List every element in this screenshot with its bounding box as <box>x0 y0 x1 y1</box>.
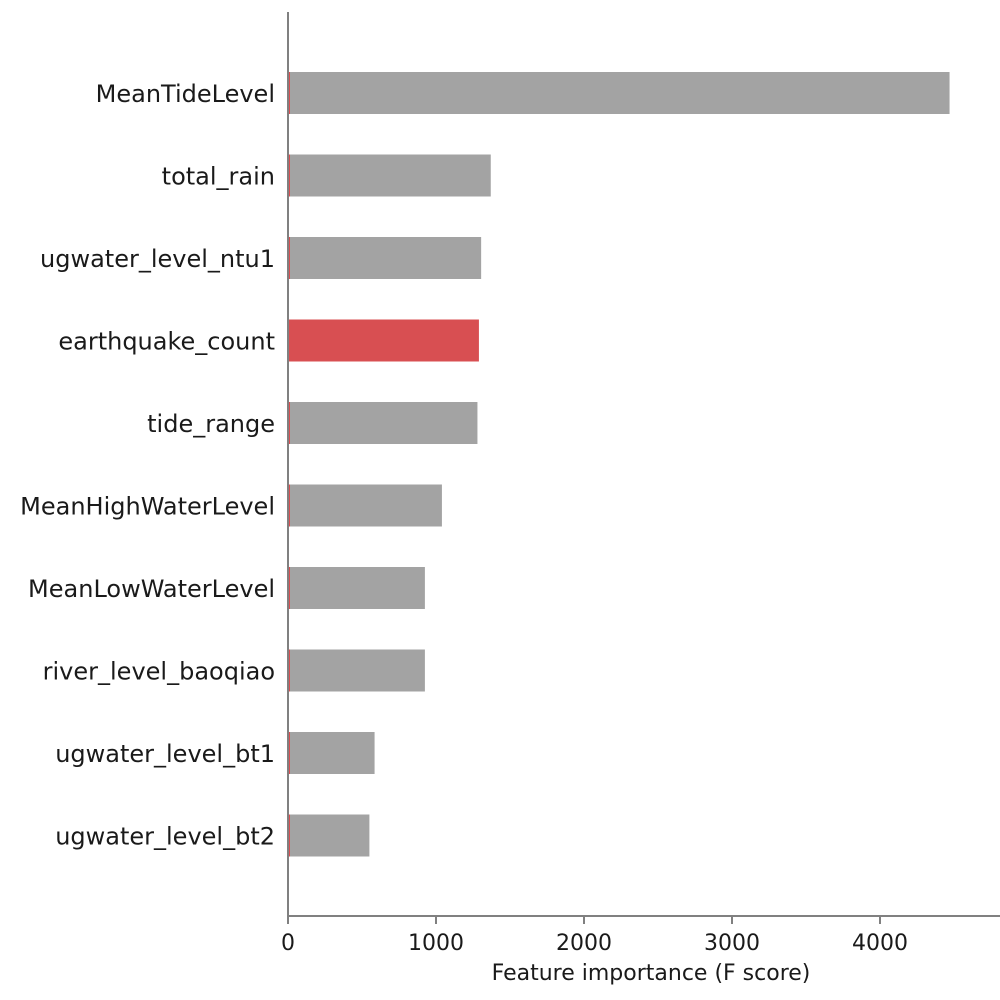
category-label-meanhighwaterlevel: MeanHighWaterLevel <box>20 493 275 521</box>
category-label-river-level-baoqiao: river_level_baoqiao <box>43 658 275 686</box>
x-tick-label-2: 2000 <box>556 931 612 956</box>
category-labels: MeanTideLevel total_rain ugwater_level_ntu… <box>20 80 275 851</box>
x-tick-label-1: 1000 <box>408 931 464 956</box>
bar-ugwater-level-bt2 <box>288 814 370 857</box>
bar-earthquake-count <box>288 319 479 362</box>
bar-ugwater-level-bt1 <box>288 732 375 774</box>
x-tick-label-4: 4000 <box>852 931 908 956</box>
category-label-meantidelevel: MeanTideLevel <box>96 80 275 108</box>
category-label-earthquake-count: earthquake_count <box>58 328 275 356</box>
bar-meanhighwaterlevel <box>288 484 442 527</box>
category-label-ugwater-level-bt2: ugwater_level_bt2 <box>55 823 275 851</box>
x-tick-label-0: 0 <box>281 931 295 956</box>
x-axis-title: Feature importance (F score) <box>492 961 811 986</box>
bar-meantidelevel <box>288 72 950 114</box>
category-label-tide-range: tide_range <box>147 410 275 438</box>
bars-layer <box>288 72 950 857</box>
x-axis-ticks: 0 1000 2000 3000 4000 <box>281 916 908 956</box>
bar-total-rain <box>288 154 491 197</box>
bar-tide-range <box>288 402 478 444</box>
x-tick-label-3: 3000 <box>704 931 760 956</box>
bar-meanlowwaterlevel <box>288 567 425 609</box>
bar-ugwater-level-ntu1 <box>288 237 482 279</box>
category-label-ugwater-level-bt1: ugwater_level_bt1 <box>55 740 275 768</box>
category-label-ugwater-level-ntu1: ugwater_level_ntu1 <box>40 245 275 273</box>
category-label-meanlowwaterlevel: MeanLowWaterLevel <box>28 575 275 603</box>
category-label-total-rain: total_rain <box>162 163 275 191</box>
bar-river-level-baoqiao <box>288 649 425 692</box>
